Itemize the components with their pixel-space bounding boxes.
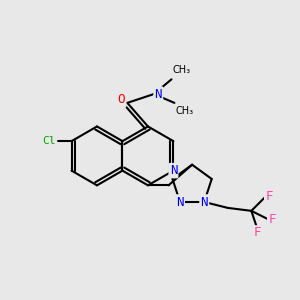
Text: CH₃: CH₃ [173,65,191,75]
Text: O: O [118,93,125,106]
Text: N: N [200,196,208,208]
Text: F: F [265,190,273,202]
Text: N: N [176,196,184,208]
Text: F: F [254,226,261,239]
Text: N: N [154,88,162,100]
Text: CH₃: CH₃ [176,106,194,116]
Text: Cl: Cl [43,136,56,146]
Text: F: F [268,213,276,226]
Text: N: N [170,164,177,177]
